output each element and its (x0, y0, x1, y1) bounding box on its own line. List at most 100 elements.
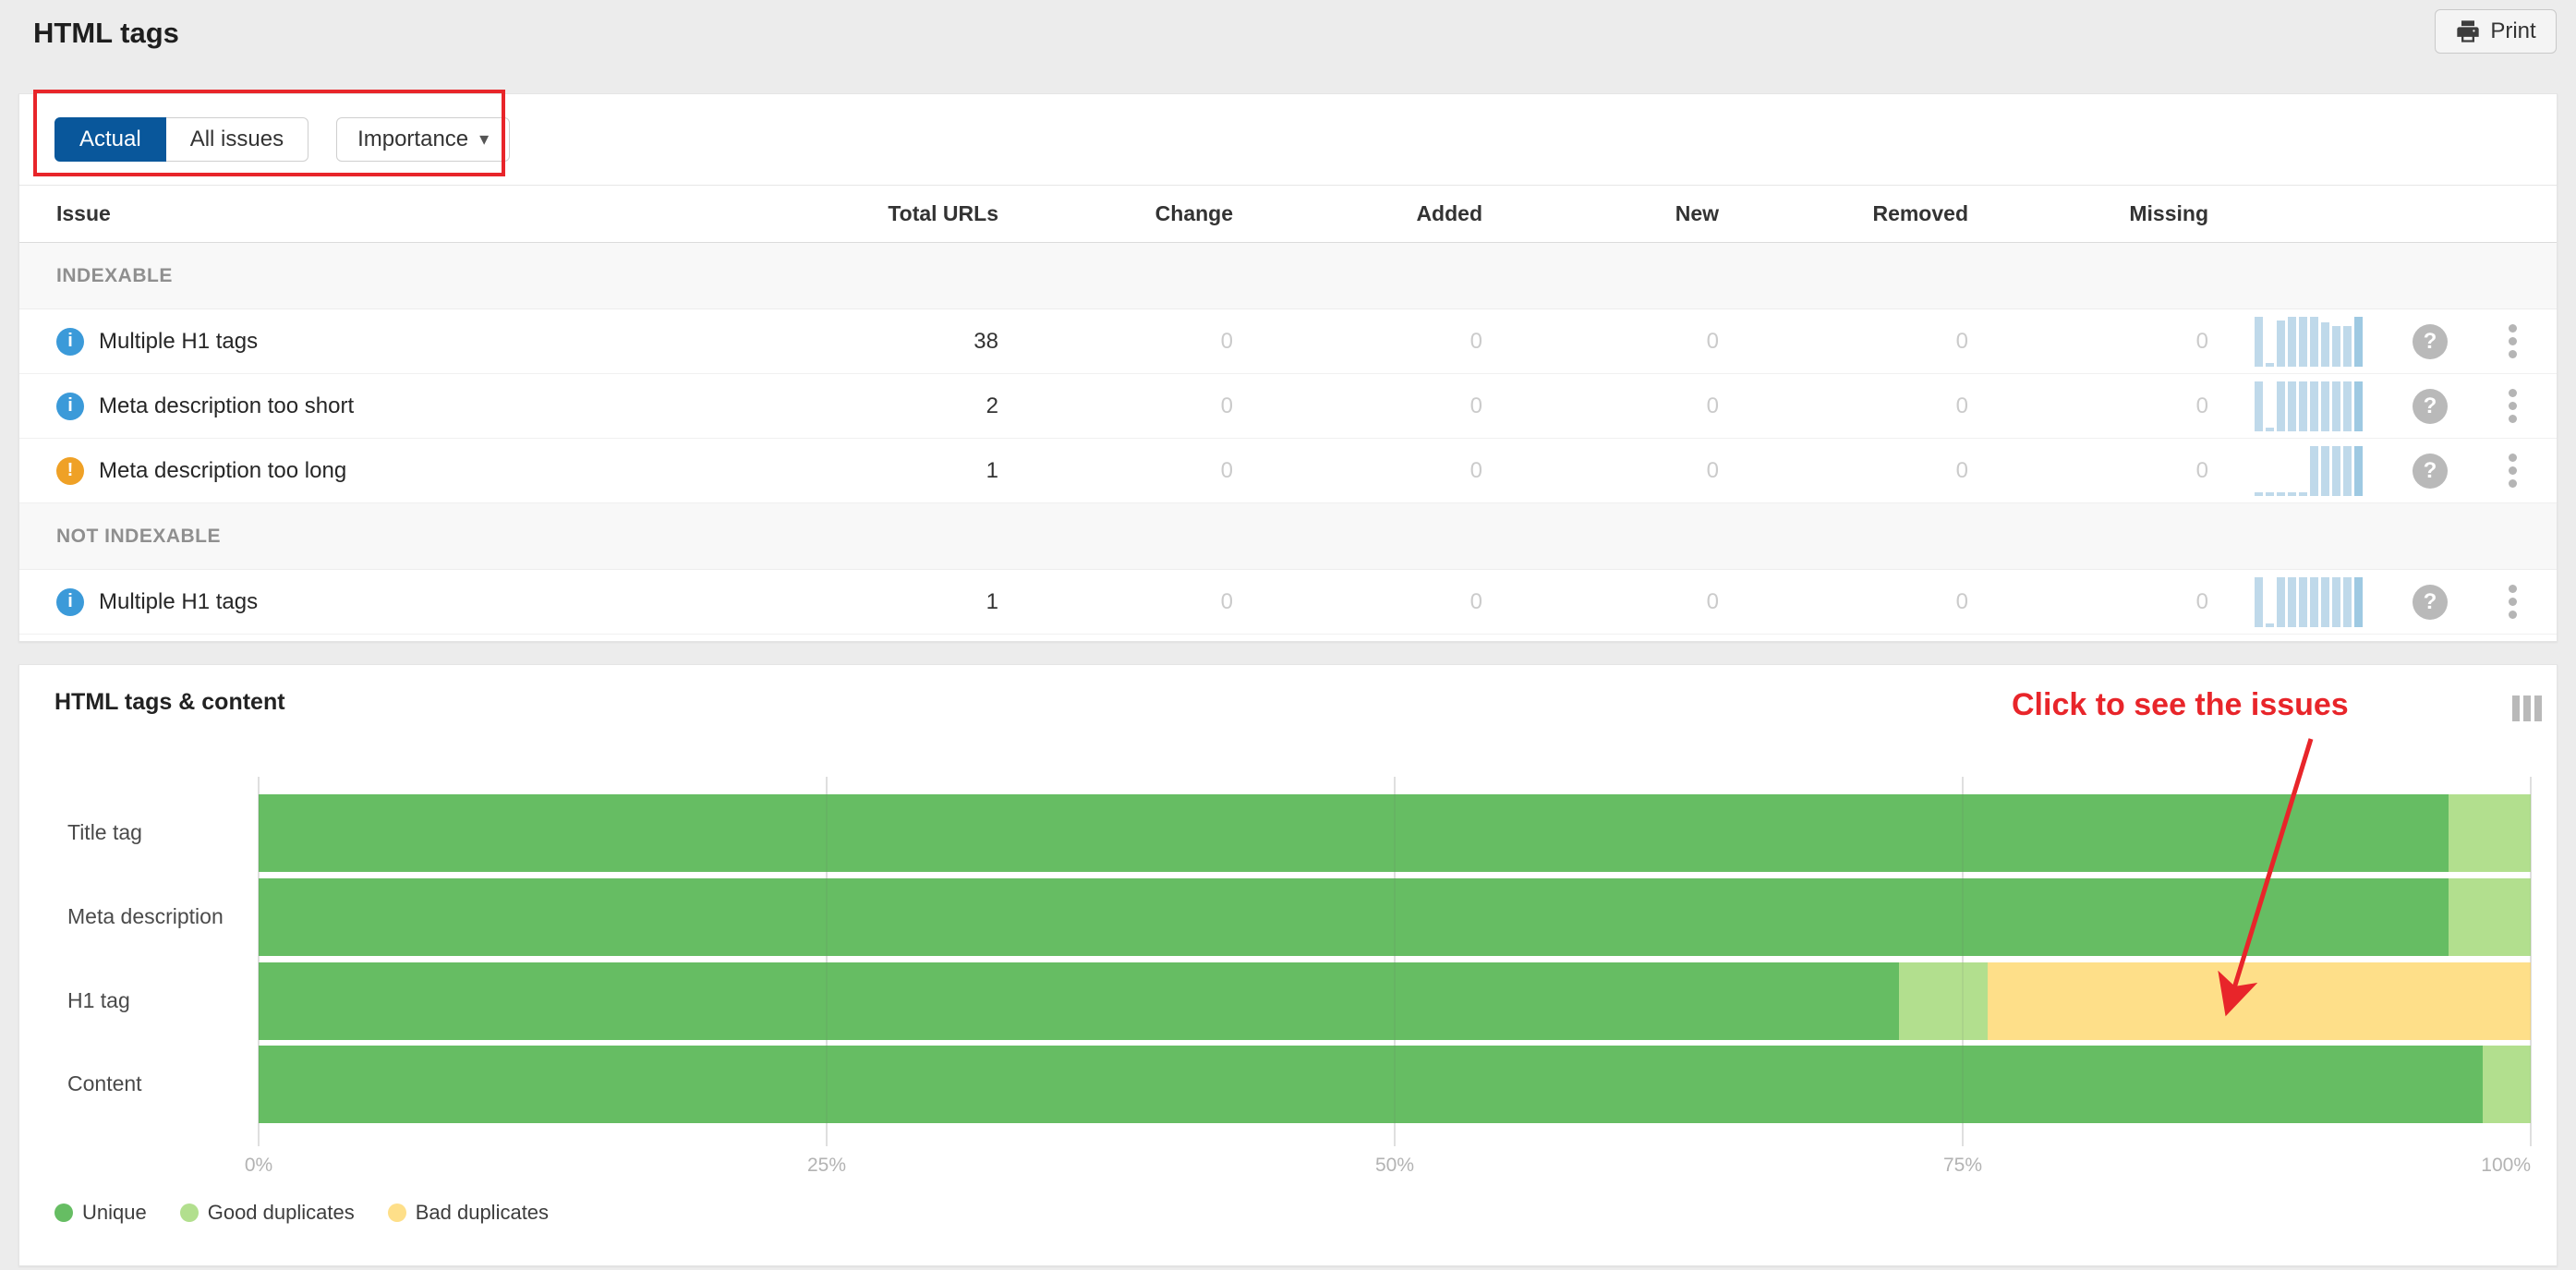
column-header-issue[interactable]: Issue (56, 201, 111, 225)
column-header-added[interactable]: Added (1416, 201, 1482, 225)
bar-segment-unique[interactable] (259, 878, 2449, 956)
kebab-menu-icon[interactable] (2495, 585, 2531, 619)
bar-segment-good-duplicates[interactable] (2449, 878, 2531, 956)
trend-sparkline (2255, 381, 2363, 431)
removed-value: 0 (1955, 393, 1968, 418)
axis-tick-label: 0% (244, 1155, 273, 1176)
new-value: 0 (1706, 588, 1719, 614)
info-icon: i (56, 587, 84, 616)
importance-dropdown-label: Importance (357, 127, 469, 151)
stacked-bar (259, 1046, 2531, 1123)
column-header-total-urls[interactable]: Total URLs (888, 201, 998, 225)
stacked-bar-chart: Title tag Meta description H1 tag Content 0%… (19, 665, 2558, 1267)
column-header-new[interactable]: New (1675, 201, 1719, 225)
legend-dot (179, 1203, 199, 1222)
actions-cell (2476, 389, 2531, 423)
filter-actual-button[interactable]: Actual (54, 117, 166, 162)
gridline-overlay (826, 777, 828, 1146)
trend-sparkline (2255, 445, 2363, 496)
issue-link[interactable]: Multiple H1 tags (99, 588, 259, 614)
view-mode-toggle: Actual All issues (54, 117, 309, 162)
bar-segment-unique[interactable] (259, 1046, 2484, 1123)
total-urls-value: 1 (986, 457, 998, 483)
filter-bar: Actual All issues Importance ▾ (19, 94, 2557, 186)
issue-link[interactable]: Meta description too short (99, 393, 355, 418)
table-row: i Multiple H1 tags 38 0 0 0 0 0? (19, 309, 2557, 374)
info-icon: i (56, 392, 84, 420)
bar-category-label: Meta description (67, 904, 224, 928)
legend-item[interactable]: Bad duplicates (387, 1201, 549, 1225)
issue-link[interactable]: Meta description too long (99, 457, 347, 483)
print-button[interactable]: Print (2435, 9, 2557, 54)
gridline-overlay (1962, 777, 1964, 1146)
bar-category-label: Title tag (67, 820, 142, 844)
warning-icon: ! (56, 456, 84, 485)
filter-all-issues-button[interactable]: All issues (165, 117, 309, 162)
bar-segment-good-duplicates[interactable] (1899, 962, 1989, 1040)
help-icon[interactable]: ? (2413, 323, 2448, 359)
columns-icon[interactable] (2512, 695, 2542, 721)
table-row: i Multiple H1 tags 1 0 0 0 0 0? (19, 570, 2557, 635)
info-icon: i (56, 327, 84, 356)
column-header-change[interactable]: Change (1155, 201, 1233, 225)
gridline-overlay (258, 777, 260, 1146)
gridline (258, 777, 260, 1146)
kebab-menu-icon[interactable] (2495, 454, 2531, 488)
trend-cell (2208, 381, 2384, 431)
column-header-removed[interactable]: Removed (1872, 201, 1968, 225)
kebab-menu-icon[interactable] (2495, 324, 2531, 358)
issues-report-panel: Actual All issues Importance ▾ Issue Tot… (18, 93, 2558, 642)
issue-cell: i Multiple H1 tags (56, 587, 758, 616)
change-value: 0 (1220, 588, 1233, 614)
added-value: 0 (1469, 328, 1482, 354)
chevron-down-icon: ▾ (479, 129, 490, 150)
gridline-overlay (1394, 777, 1396, 1146)
new-value: 0 (1706, 457, 1719, 483)
bar-segment-good-duplicates[interactable] (2449, 794, 2531, 872)
legend-item[interactable]: Unique (54, 1201, 147, 1225)
legend-dot (387, 1203, 406, 1222)
trend-sparkline (2255, 316, 2363, 367)
change-value: 0 (1220, 328, 1233, 354)
stacked-bar (259, 794, 2531, 872)
column-header-missing[interactable]: Missing (2129, 201, 2208, 225)
axis-tick-label: 25% (806, 1155, 847, 1176)
removed-value: 0 (1955, 457, 1968, 483)
change-value: 0 (1220, 457, 1233, 483)
gridline (1394, 777, 1396, 1146)
trend-cell (2208, 316, 2384, 367)
help-cell: ? (2384, 323, 2476, 359)
help-icon[interactable]: ? (2413, 584, 2448, 620)
missing-value: 0 (2195, 457, 2208, 483)
help-cell: ? (2384, 584, 2476, 620)
legend-dot (54, 1203, 73, 1222)
change-value: 0 (1220, 393, 1233, 418)
bar-segment-good-duplicates[interactable] (2483, 1046, 2531, 1123)
table-section-header: NOT INDEXABLE (19, 503, 2557, 570)
bar-segment-unique[interactable] (259, 962, 1900, 1040)
removed-value: 0 (1955, 588, 1968, 614)
new-value: 0 (1706, 393, 1719, 418)
table-row: i Meta description too short 2 0 0 0 0 0? (19, 374, 2557, 439)
added-value: 0 (1469, 457, 1482, 483)
help-icon[interactable]: ? (2413, 453, 2448, 489)
help-icon[interactable]: ? (2413, 388, 2448, 424)
actions-cell (2476, 585, 2531, 619)
legend-item[interactable]: Good duplicates (179, 1201, 355, 1225)
added-value: 0 (1469, 588, 1482, 614)
annotation-text: Click to see the issues (2012, 687, 2349, 722)
total-urls-value: 1 (986, 588, 998, 614)
kebab-menu-icon[interactable] (2495, 389, 2531, 423)
issue-link[interactable]: Multiple H1 tags (99, 328, 259, 354)
bar-segment-bad-duplicates[interactable] (1988, 962, 2531, 1040)
legend-label: Good duplicates (207, 1201, 355, 1224)
total-urls-value: 38 (974, 328, 998, 354)
table-section-header: INDEXABLE (19, 243, 2557, 309)
issues-table-body: INDEXABLE i Multiple H1 tags 38 0 0 0 0 0? i Meta … (19, 243, 2557, 635)
bar-segment-unique[interactable] (259, 794, 2449, 872)
printer-icon (2455, 18, 2481, 44)
importance-dropdown[interactable]: Importance ▾ (336, 117, 511, 162)
trend-cell (2208, 445, 2384, 496)
axis-tick-label: 75% (1942, 1155, 1983, 1176)
issue-cell: i Multiple H1 tags (56, 327, 758, 356)
